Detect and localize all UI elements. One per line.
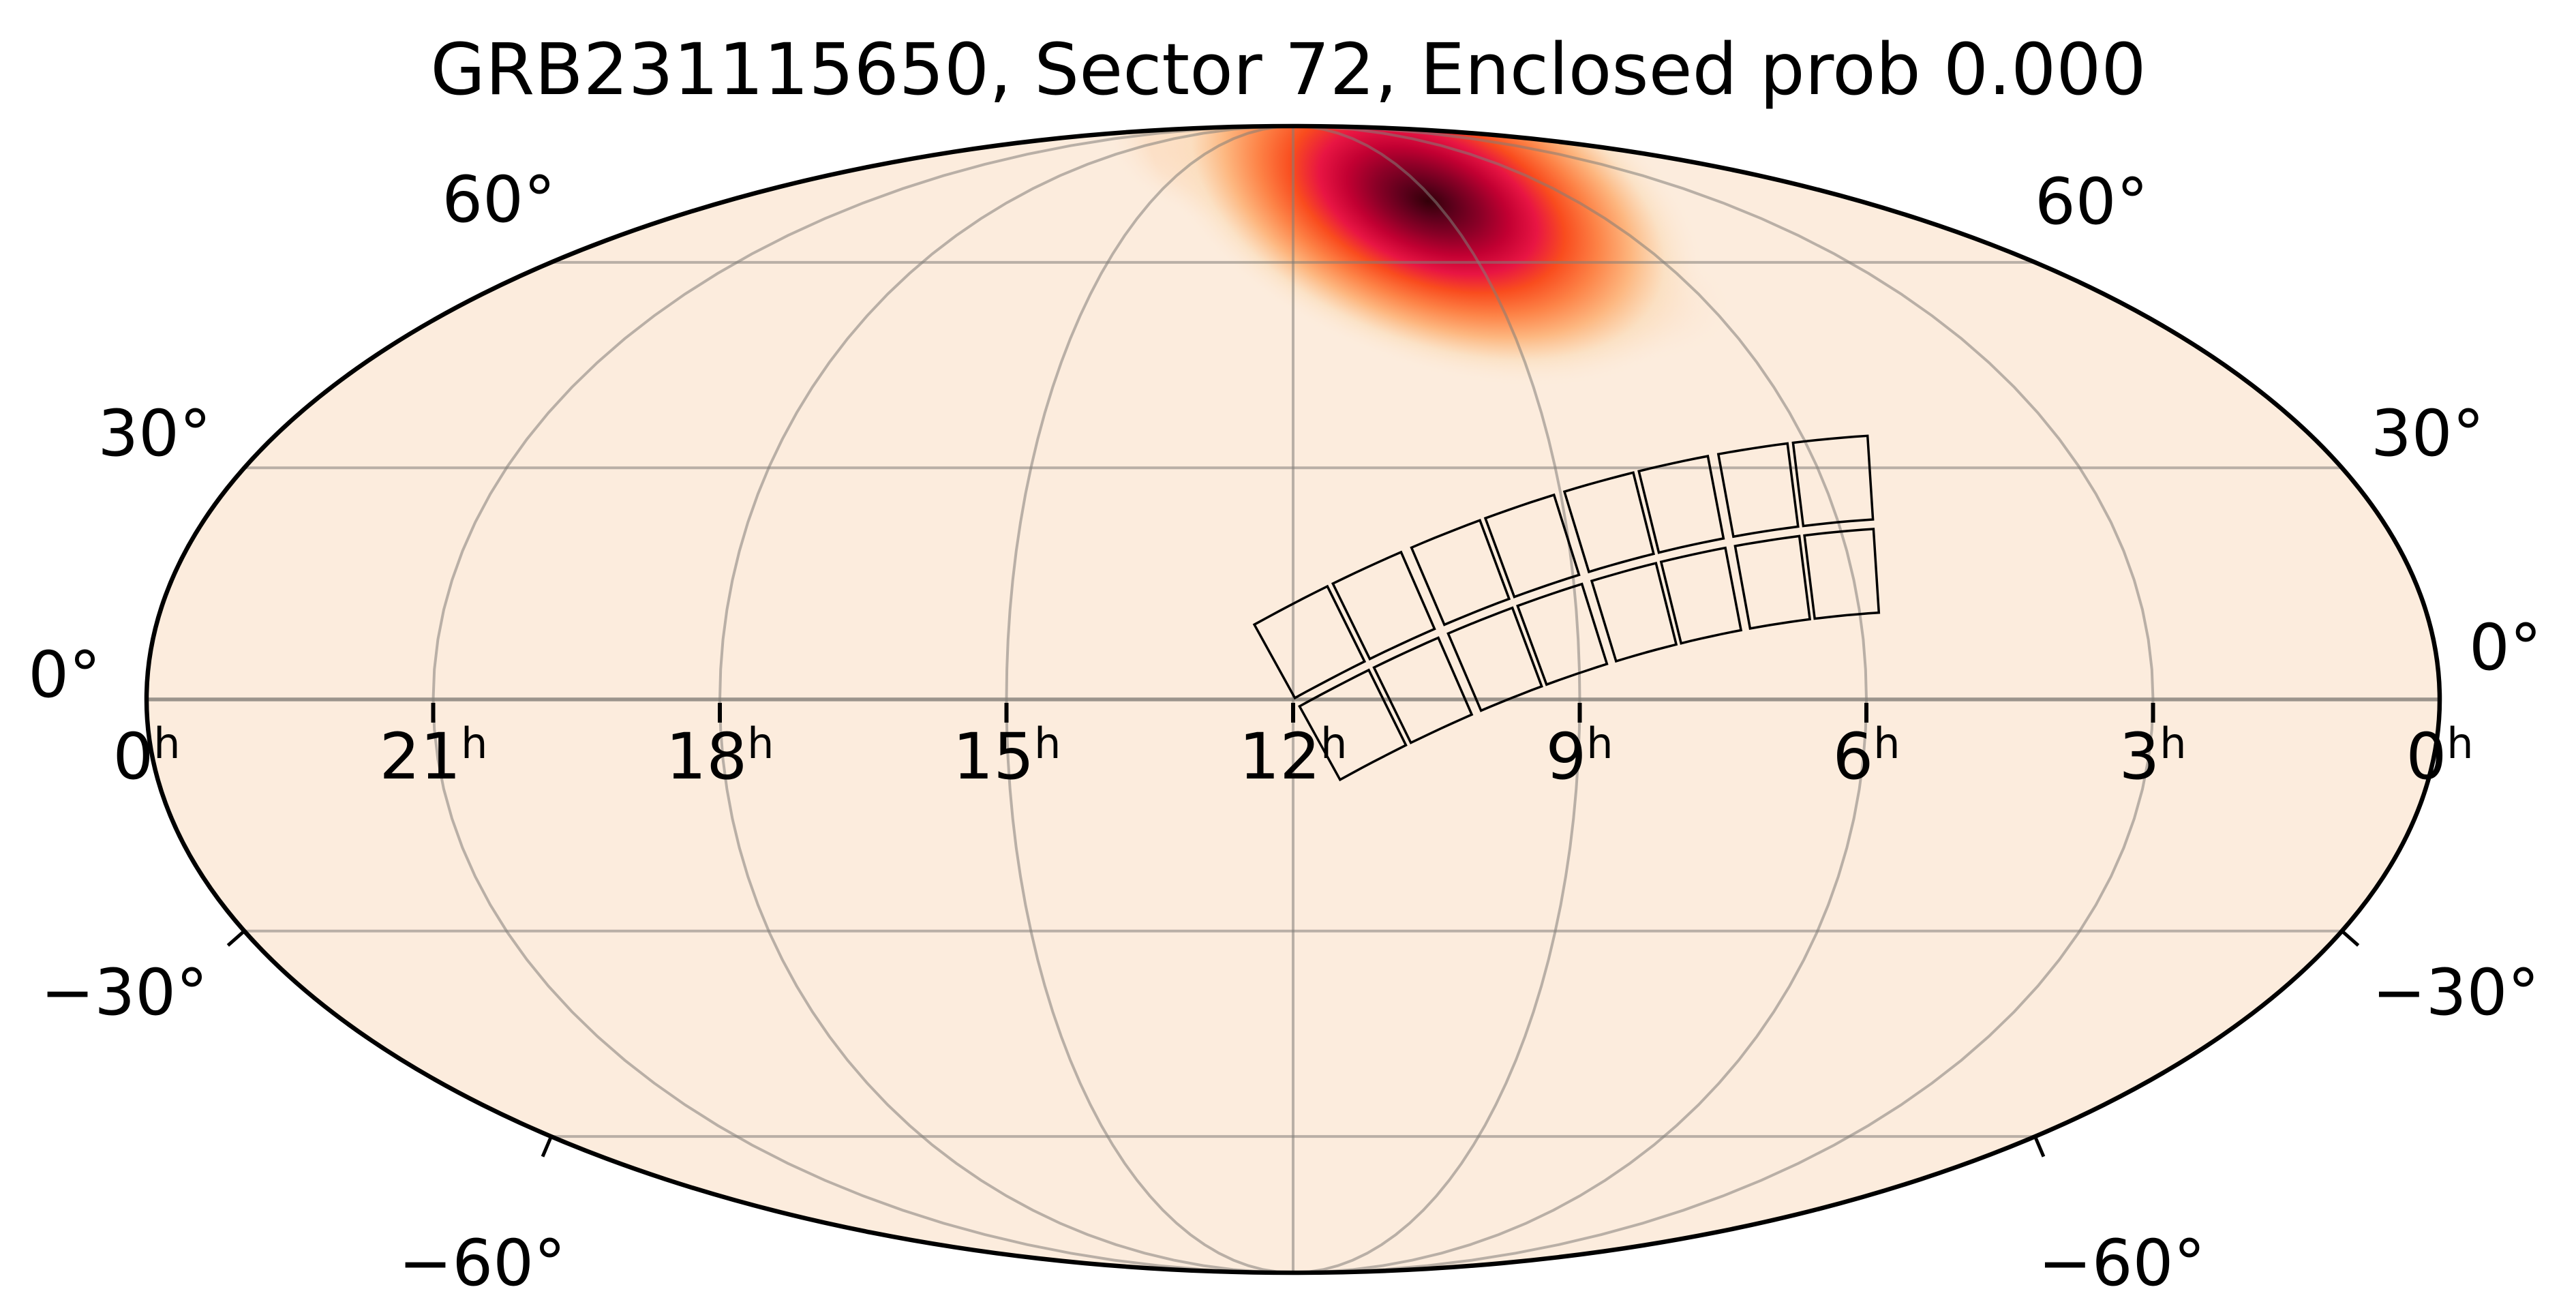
graticule-grid	[147, 125, 2440, 1274]
meridian--90deg	[718, 125, 1294, 1274]
ccd-outline-r1-c4	[1590, 561, 1678, 663]
ra-label-18h: 18h	[666, 719, 774, 794]
plot-title: GRB231115650, Sector 72, Enclosed prob 0…	[430, 28, 2146, 111]
ccd-outline-r1-c1	[1372, 636, 1474, 744]
dec-label-left-m60: −60°	[399, 1226, 566, 1301]
dec-tick--30-right	[2340, 929, 2360, 947]
axis-ticks	[226, 703, 2360, 1158]
ccd-outline-r1-c7	[1803, 528, 1881, 620]
dec-label-right-60: 60°	[2035, 165, 2149, 239]
meridian-90deg	[1292, 125, 1868, 1274]
ra-label-0h-left: 0h	[112, 719, 180, 794]
dec-label-left-30: 30°	[97, 397, 211, 471]
ra-label-0h-right: 0h	[2406, 719, 2473, 794]
ra-label-3h: 3h	[2119, 719, 2186, 794]
ra-label-21h: 21h	[380, 719, 488, 794]
meridian-135deg	[1292, 125, 2155, 1274]
ccd-outline-r1-c3	[1516, 582, 1609, 686]
dec-label-left-0: 0°	[28, 638, 101, 712]
ccd-outline-r0-c7	[1791, 434, 1875, 528]
ccd-outline-r0-c0	[1252, 584, 1367, 700]
ccd-outline-r1-c2	[1446, 606, 1543, 712]
ra-label-6h: 6h	[1832, 719, 1900, 794]
dec-tick--60-right	[2033, 1136, 2046, 1158]
meridian--45deg	[1005, 125, 1294, 1274]
dec-label-right-0: 0°	[2469, 611, 2542, 685]
ccd-outline-r0-c6	[1716, 442, 1800, 539]
ccd-outline-r1-c6	[1733, 534, 1812, 631]
dec-label-left-m30: −30°	[41, 956, 208, 1030]
ra-label-9h: 9h	[1545, 719, 1613, 794]
sphere-outline	[144, 123, 2442, 1275]
ra-label-12h: 12h	[1239, 719, 1348, 794]
probability-localization-blob	[1149, 128, 1707, 389]
dec-label-right-m60: −60°	[2038, 1226, 2205, 1301]
ccd-outline-r0-c5	[1637, 455, 1725, 554]
dec-label-left-60: 60°	[442, 163, 556, 237]
dec-label-right-m30: −30°	[2372, 956, 2539, 1030]
dec-label-right-30: 30°	[2371, 397, 2485, 471]
probability-heatmap	[1102, 128, 1736, 389]
ccd-outline-r0-c3	[1483, 493, 1581, 599]
ccd-outline-r0-c1	[1331, 550, 1436, 661]
tess-camera-footprint	[1252, 434, 1881, 782]
projection-outline	[144, 123, 2442, 1275]
dec-tick--60-left	[541, 1136, 553, 1158]
meridian--135deg	[431, 125, 1294, 1274]
ra-label-15h: 15h	[953, 719, 1061, 794]
ccd-outline-r0-c2	[1410, 518, 1511, 626]
ccd-outline-r0-c4	[1562, 471, 1656, 574]
dec-tick--30-left	[226, 929, 246, 947]
ccd-outline-r1-c5	[1659, 546, 1743, 645]
ccd-outline-r1-c0	[1298, 668, 1408, 782]
meridian-45deg	[1292, 125, 1581, 1274]
